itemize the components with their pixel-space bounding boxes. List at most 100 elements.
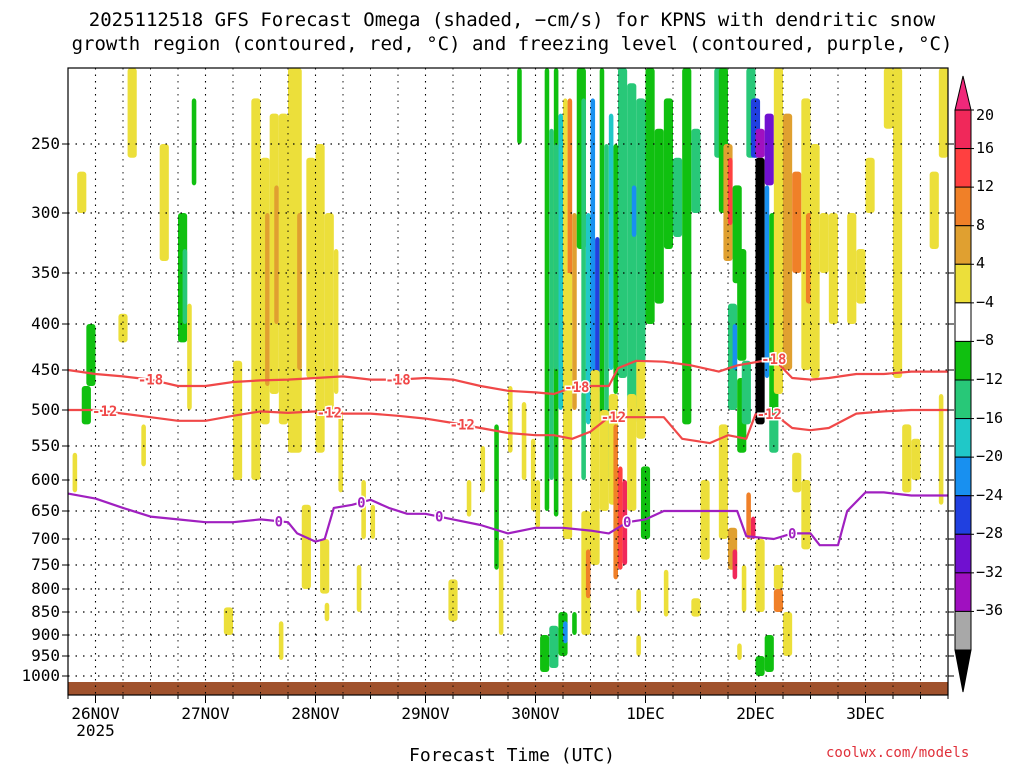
contour-line xyxy=(68,408,948,445)
omega-shade-cell xyxy=(929,171,939,249)
x-tick-label: 2DEC xyxy=(736,704,775,723)
colorbar-label: 20 xyxy=(976,106,995,124)
y-tick-label: 650 xyxy=(31,501,60,520)
omega-shade-cell xyxy=(223,607,233,635)
omega-shade-cell xyxy=(72,452,78,493)
omega-shade-cell xyxy=(741,360,751,425)
omega-shade-cell xyxy=(544,68,550,511)
omega-shade-cell xyxy=(324,213,334,410)
contour-label: -12 xyxy=(757,407,782,423)
chart-title-line-2: growth region (contoured, red, °C) and f… xyxy=(71,33,953,55)
omega-shade-cell xyxy=(691,128,701,213)
contour-label: -12 xyxy=(92,404,117,420)
omega-shade-cell xyxy=(274,185,279,324)
omega-shade-cell xyxy=(755,656,765,676)
colorbar-bin xyxy=(954,533,972,574)
omega-shade-cell xyxy=(604,144,609,480)
omega-shade-cell xyxy=(773,68,783,394)
omega-shade-cell xyxy=(581,98,586,481)
y-tick-label: 950 xyxy=(31,646,60,665)
omega-shade-cell xyxy=(595,237,600,394)
omega-shade-cell xyxy=(448,579,458,622)
omega-shade-cell xyxy=(755,157,765,425)
source-watermark[interactable]: coolwx.com/models xyxy=(826,745,970,761)
omega-shade-cell xyxy=(585,213,591,425)
omega-shade-cell xyxy=(636,589,641,612)
omega-shade-cell xyxy=(563,273,573,539)
omega-shade-cell xyxy=(640,466,651,539)
omega-shade-cell xyxy=(572,213,577,410)
omega-shade-cell xyxy=(581,511,591,635)
colorbar-label: −12 xyxy=(976,370,1004,388)
omega-shade-cell xyxy=(599,410,609,511)
omega-shade-cell xyxy=(673,157,683,237)
contour-label: -18 xyxy=(564,380,589,396)
omega-shade-cell xyxy=(191,98,197,186)
colorbar-bin xyxy=(954,340,972,381)
y-tick-label: 500 xyxy=(31,400,60,419)
colorbar-bin xyxy=(954,109,972,150)
omega-shade-cell xyxy=(613,424,618,580)
omega-shade-cell xyxy=(466,480,472,517)
omega-shade-cell xyxy=(613,144,618,394)
contour-label: 0 xyxy=(788,526,796,542)
colorbar-label: 8 xyxy=(976,215,986,234)
omega-shade-cell xyxy=(663,569,669,617)
omega-shade-cell xyxy=(297,213,302,370)
omega-shade-cell xyxy=(265,213,270,386)
omega-shade-cell xyxy=(585,549,591,599)
omega-shade-cell xyxy=(769,410,779,453)
omega-shade-cell xyxy=(590,370,600,565)
colorbar-bin xyxy=(954,263,972,304)
chart-title-line-1: 2025112518 GFS Forecast Omega (shaded, −… xyxy=(88,9,936,31)
omega-shade-cell xyxy=(773,589,783,612)
contour-label: -12 xyxy=(601,410,626,426)
omega-shade-cell xyxy=(159,144,169,261)
omega-shade-cell xyxy=(549,625,559,668)
omega-shade-cell xyxy=(301,504,311,589)
y-tick-label: 350 xyxy=(31,263,60,282)
omega-shade-cell xyxy=(508,386,513,453)
omega-shade-cell xyxy=(691,598,701,617)
colorbar-bin xyxy=(954,379,972,420)
x-tick-label: 27NOV xyxy=(181,704,230,723)
colorbar-bin xyxy=(954,186,972,227)
omega-shade-cell xyxy=(278,621,284,660)
omega-shade-cell xyxy=(801,480,811,550)
contour-label: 0 xyxy=(435,510,443,526)
omega-shade-cell xyxy=(631,185,637,237)
colorbar-bin xyxy=(954,418,972,458)
omega-shade-cell xyxy=(682,68,692,425)
omega-shade-cell xyxy=(764,113,774,186)
omega-shade-cell xyxy=(792,452,802,493)
omega-shade-cell xyxy=(636,98,646,425)
omega-shade-cell xyxy=(755,539,765,612)
x-tick-label: 3DEC xyxy=(846,704,885,723)
omega-shade-cell xyxy=(618,466,623,570)
omega-shade-cell xyxy=(764,635,774,672)
omega-shade-cell xyxy=(938,394,944,505)
omega-shade-cell xyxy=(558,113,563,410)
omega-shade-cell xyxy=(865,157,875,213)
colorbar-bin xyxy=(954,302,972,342)
colorbar-bottom-arrow xyxy=(954,649,972,693)
colorbar-bin xyxy=(954,456,972,497)
contour-label: 0 xyxy=(357,495,365,511)
omega-shade-cell xyxy=(315,144,325,453)
colorbar-label: −36 xyxy=(976,601,1004,620)
omega-shade-cell xyxy=(911,438,921,480)
omega-shade-cell xyxy=(732,324,738,370)
colorbar-label: −32 xyxy=(976,562,1004,581)
x-tick-label: 28NOV xyxy=(291,704,340,723)
colorbar-bin xyxy=(954,495,972,535)
omega-shade-cell xyxy=(563,621,568,644)
omega-shade-cell xyxy=(636,360,646,439)
omega-shade-cell xyxy=(737,249,747,361)
y-tick-label: 700 xyxy=(31,529,60,548)
colorbar-label: 16 xyxy=(976,138,995,157)
omega-shade-cell xyxy=(645,68,655,324)
omega-shade-cell xyxy=(902,424,912,493)
omega-shade-cell xyxy=(233,360,243,480)
omega-shade-cell xyxy=(737,643,742,660)
